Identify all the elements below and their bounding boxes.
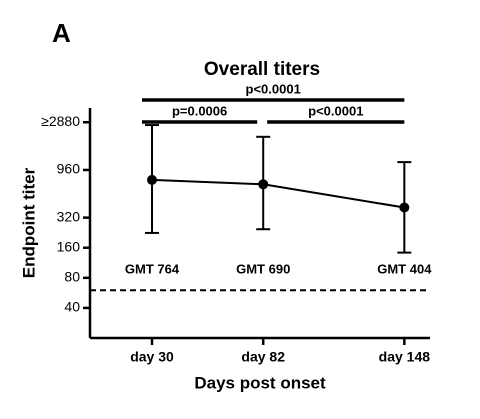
point bbox=[147, 174, 158, 185]
bracket-label: p<0.0001 bbox=[308, 103, 363, 118]
y-tick-label: 80 bbox=[64, 269, 80, 285]
value-label: GMT 764 bbox=[125, 261, 180, 276]
panel-label: A bbox=[52, 18, 71, 48]
value-label: GMT 690 bbox=[236, 261, 290, 276]
x-axis-label: Days post onset bbox=[194, 373, 326, 392]
value-label: GMT 404 bbox=[377, 261, 432, 276]
y-tick-label: 320 bbox=[57, 208, 81, 224]
x-tick-label: day 30 bbox=[130, 349, 174, 365]
y-tick-label: 40 bbox=[64, 299, 80, 315]
y-tick-label: 960 bbox=[57, 161, 81, 177]
series-line bbox=[151, 178, 405, 209]
y-axis-label: Endpoint titer bbox=[19, 167, 38, 278]
point bbox=[399, 202, 410, 213]
x-tick-label: day 82 bbox=[241, 349, 285, 365]
chart-title: Overall titers bbox=[204, 59, 320, 80]
x-tick-label: day 148 bbox=[379, 349, 431, 365]
point bbox=[258, 179, 269, 190]
bracket-label: p=0.0006 bbox=[172, 103, 227, 118]
bracket-label: p<0.0001 bbox=[246, 81, 301, 96]
y-tick-label: ≥2880 bbox=[41, 113, 80, 129]
y-tick-label: 160 bbox=[57, 238, 81, 254]
